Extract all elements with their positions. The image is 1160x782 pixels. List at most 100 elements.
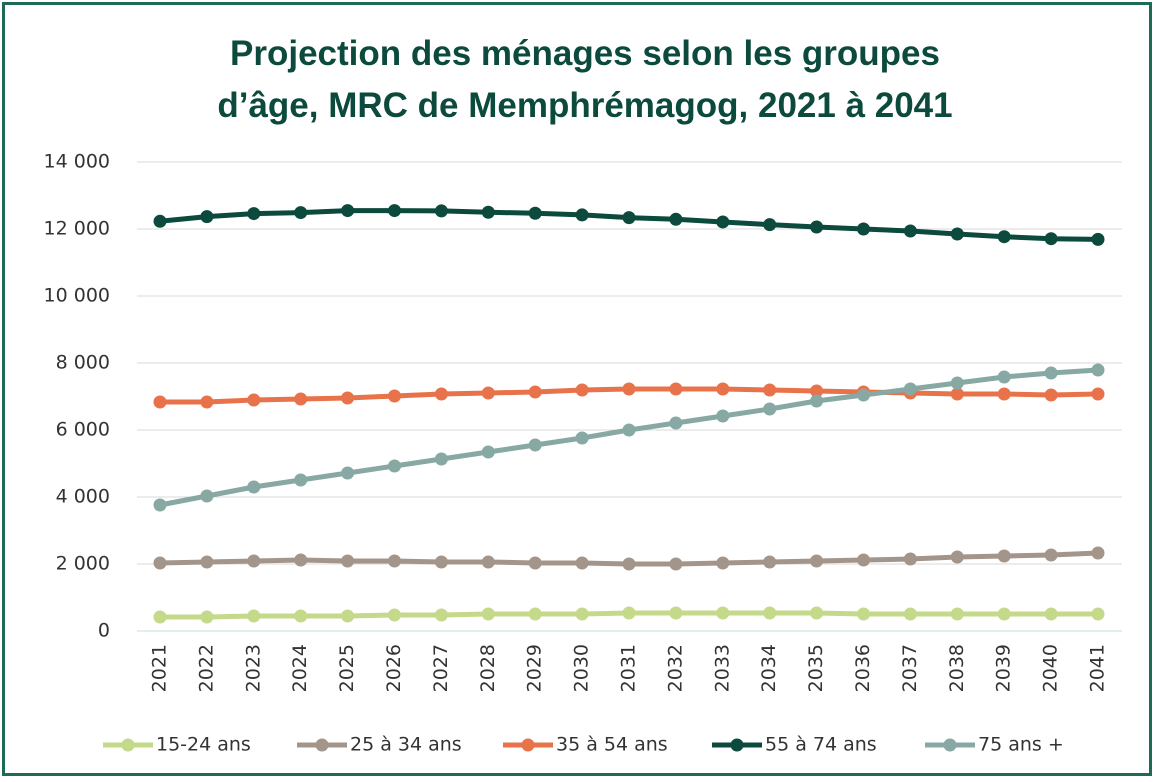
data-point [200,555,214,569]
data-point [528,556,542,570]
data-point [434,452,448,466]
data-point [434,555,448,569]
data-point [481,445,495,459]
x-tick-label: 2041 [1087,644,1109,692]
data-point [763,383,777,397]
data-point [857,222,870,236]
x-tick-label: 2022 [195,644,217,692]
data-point [200,210,214,224]
data-point [669,382,683,396]
data-point [810,394,824,408]
data-point [388,554,401,568]
data-point [997,387,1011,401]
x-tick-label: 2038 [946,644,968,692]
data-point [622,423,636,437]
data-point [1044,366,1058,380]
data-point [950,227,964,241]
x-tick-label: 2023 [242,644,264,692]
data-point [200,489,214,503]
data-point [997,230,1011,244]
data-point [153,214,167,228]
data-point [388,608,401,622]
data-point [857,607,870,621]
data-point [575,208,589,222]
data-point [481,555,495,569]
legend-marker [730,738,744,752]
data-point [575,607,589,621]
data-point [434,204,448,218]
x-tick-label: 2033 [711,644,733,692]
legend-label: 75 ans + [978,734,1064,756]
data-point [247,609,261,623]
data-point [763,218,777,232]
x-tick-label: 2036 [852,644,874,692]
data-point [1044,548,1058,562]
data-point [575,556,589,570]
legend-marker [315,738,329,752]
data-point [1044,388,1058,402]
data-point [341,466,355,480]
data-point [1091,232,1105,246]
legend-label: 55 à 74 ans [765,734,877,756]
data-point [294,206,308,220]
data-point [1091,387,1105,401]
data-point [1044,232,1058,246]
data-point [247,554,261,568]
data-point [716,606,730,620]
legend-label: 35 à 54 ans [556,734,668,756]
data-point [763,402,777,416]
data-point [716,215,730,229]
data-point [388,204,401,218]
data-point [294,609,308,623]
data-point [388,459,401,473]
data-point [763,606,777,620]
data-point [153,610,167,624]
x-tick-label: 2039 [993,644,1015,692]
data-point [810,554,824,568]
data-point [341,609,355,623]
x-tick-label: 2024 [289,644,311,692]
data-point [200,610,214,624]
data-point [763,555,777,569]
data-point [857,553,870,567]
data-point [153,498,167,512]
data-point [810,606,824,620]
data-point [669,557,683,571]
data-point [528,206,542,220]
data-point [810,384,824,398]
x-tick-label: 2032 [664,644,686,692]
data-point [341,204,355,218]
data-point [528,607,542,621]
data-point [575,431,589,445]
data-point [669,212,683,226]
x-tick-label: 2035 [805,644,827,692]
data-point [247,480,261,494]
x-tick-label: 2030 [571,644,593,692]
data-point [950,387,964,401]
data-point [481,386,495,400]
x-tick-label: 2027 [430,644,452,692]
data-point [857,388,870,402]
x-tick-label: 2034 [758,644,780,692]
x-tick-label: 2040 [1040,644,1062,692]
data-point [716,556,730,570]
legend-label: 25 à 34 ans [350,734,462,756]
data-point [434,608,448,622]
data-point [200,395,214,409]
y-tick-label: 12 000 [44,218,110,240]
data-point [153,395,167,409]
legend-marker [943,738,957,752]
data-point [669,606,683,620]
data-point [294,392,308,406]
x-tick-label: 2026 [383,644,405,692]
y-tick-label: 6 000 [56,419,110,441]
data-point [434,387,448,401]
data-point [669,416,683,430]
data-point [575,383,589,397]
data-point [903,607,917,621]
data-point [903,224,917,238]
data-point [622,557,636,571]
x-tick-label: 2037 [899,644,921,692]
